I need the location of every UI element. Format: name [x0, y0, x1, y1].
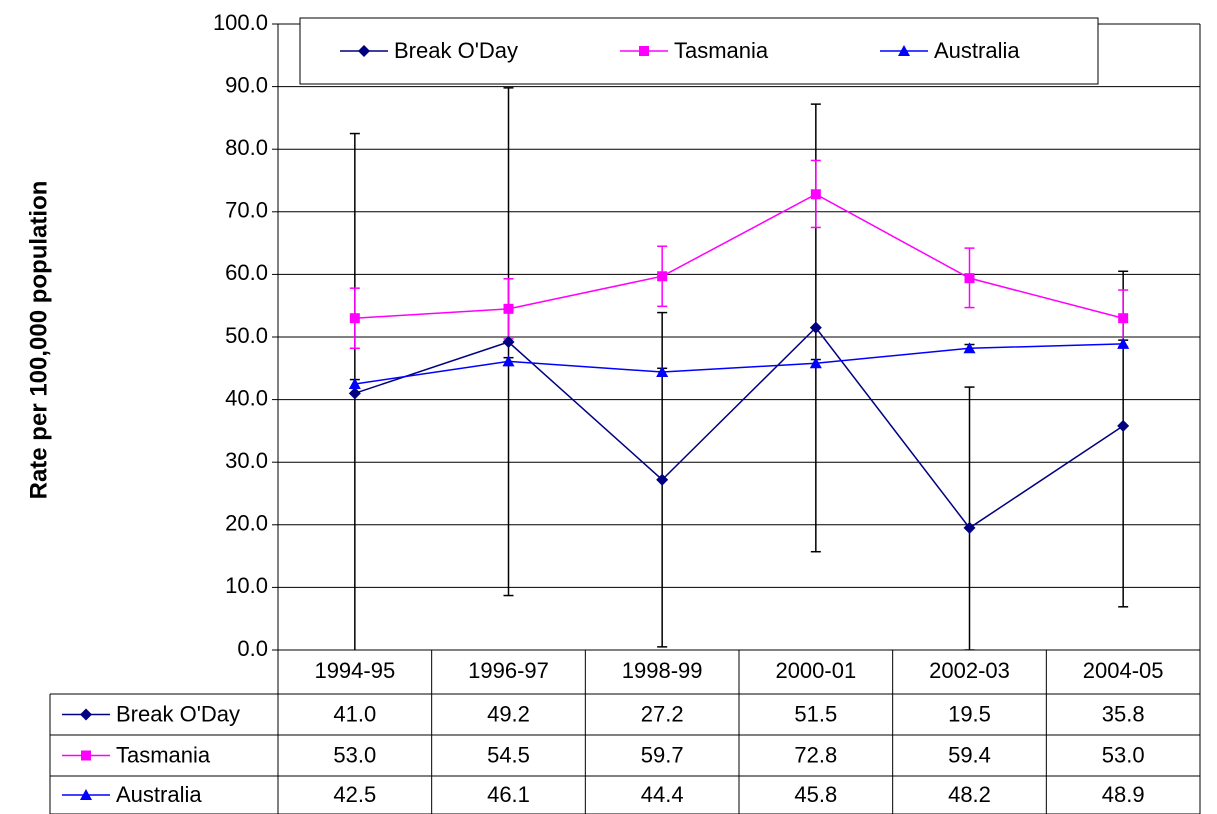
x-tick-label: 1996-97 — [468, 658, 549, 683]
y-tick-label: 90.0 — [225, 72, 268, 97]
marker — [963, 342, 976, 354]
marker — [502, 355, 515, 367]
marker — [1117, 419, 1130, 432]
table-value: 45.8 — [794, 782, 837, 807]
marker — [80, 789, 92, 800]
y-axis-title: Rate per 100,000 population — [25, 181, 52, 500]
marker — [348, 377, 361, 389]
y-tick-label: 60.0 — [225, 260, 268, 285]
legend-label: Tasmania — [674, 38, 769, 63]
marker — [358, 45, 370, 57]
table-value: 19.5 — [948, 701, 991, 726]
y-tick-label: 80.0 — [225, 135, 268, 160]
legend-label: Break O'Day — [394, 38, 518, 63]
series-line — [354, 343, 1124, 385]
marker — [1117, 337, 1130, 349]
table-value: 54.5 — [487, 742, 530, 767]
marker — [81, 750, 91, 761]
marker — [810, 189, 821, 200]
legend-box — [299, 17, 1099, 85]
table-value: 48.9 — [1102, 782, 1145, 807]
marker — [80, 708, 92, 721]
series-line — [354, 193, 1124, 319]
table-value: 51.5 — [794, 701, 837, 726]
table-value: 53.0 — [1102, 742, 1145, 767]
y-tick-label: 50.0 — [225, 323, 268, 348]
y-tick-label: 40.0 — [225, 385, 268, 410]
y-tick-label: 70.0 — [225, 198, 268, 223]
x-tick-label: 2004-05 — [1083, 658, 1164, 683]
table-value: 72.8 — [794, 742, 837, 767]
table-row-label: Tasmania — [116, 742, 211, 767]
legend-label: Australia — [934, 38, 1020, 63]
table-row-label: Break O'Day — [116, 701, 240, 726]
marker — [502, 336, 515, 349]
marker — [503, 303, 514, 314]
marker — [809, 357, 822, 369]
marker — [963, 521, 976, 534]
x-tick-label: 2002-03 — [929, 658, 1010, 683]
table-value: 35.8 — [1102, 701, 1145, 726]
table-row-label: Australia — [116, 782, 202, 807]
table-value: 41.0 — [333, 701, 376, 726]
marker — [349, 313, 360, 324]
x-tick-label: 2000-01 — [775, 658, 856, 683]
marker — [809, 321, 822, 334]
marker — [656, 366, 669, 378]
y-tick-label: 0.0 — [237, 636, 268, 661]
marker — [656, 473, 669, 486]
y-tick-label: 10.0 — [225, 573, 268, 598]
marker — [898, 45, 910, 56]
table-value: 44.4 — [641, 782, 684, 807]
x-tick-label: 1998-99 — [622, 658, 703, 683]
table-value: 53.0 — [333, 742, 376, 767]
table-value: 27.2 — [641, 701, 684, 726]
series-line — [354, 326, 1124, 529]
error-bar — [964, 386, 975, 650]
y-tick-label: 100.0 — [213, 10, 268, 35]
x-tick-label: 1994-95 — [314, 658, 395, 683]
table-value: 48.2 — [948, 782, 991, 807]
marker — [348, 387, 361, 400]
table-value: 42.5 — [333, 782, 376, 807]
table-value: 59.4 — [948, 742, 991, 767]
table-value: 46.1 — [487, 782, 530, 807]
marker — [657, 271, 668, 282]
y-tick-label: 30.0 — [225, 448, 268, 473]
table-value: 49.2 — [487, 701, 530, 726]
marker — [1118, 313, 1129, 324]
y-tick-label: 20.0 — [225, 511, 268, 536]
table-value: 59.7 — [641, 742, 684, 767]
marker — [639, 46, 649, 56]
marker — [964, 273, 975, 284]
